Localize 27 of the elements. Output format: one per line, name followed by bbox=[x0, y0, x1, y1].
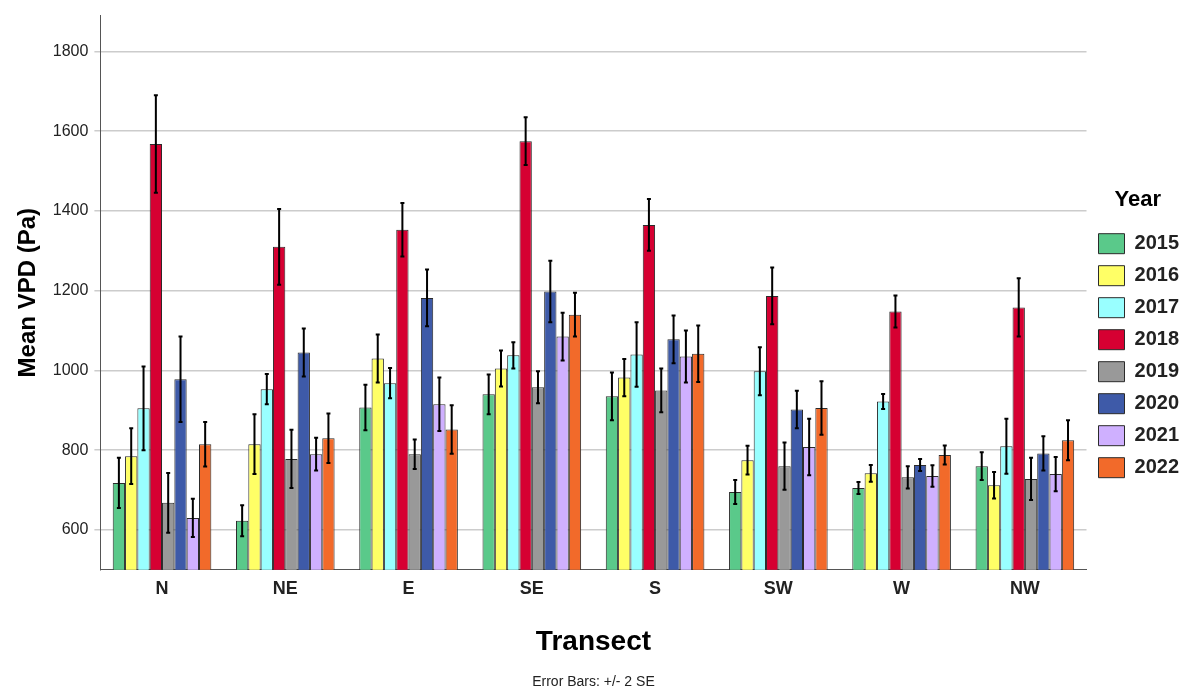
x-tick-label: SE bbox=[519, 577, 544, 598]
legend-label: 2021 bbox=[1134, 423, 1180, 446]
x-tick-label: W bbox=[893, 577, 911, 598]
x-tick-label: S bbox=[649, 577, 662, 598]
legend-title: Year bbox=[1114, 186, 1162, 212]
legend-label: 2018 bbox=[1134, 327, 1180, 350]
y-tick-label: 1400 bbox=[52, 201, 89, 219]
legend-label: 2017 bbox=[1134, 295, 1180, 318]
y-tick-label: 1000 bbox=[52, 360, 89, 378]
x-tick-label: SW bbox=[763, 577, 793, 598]
y-tick-label: 1200 bbox=[52, 281, 89, 299]
text: Error Bars: +/- 2 SE bbox=[532, 672, 655, 689]
legend-label: 2020 bbox=[1134, 391, 1180, 414]
y-axis-title: Mean VPD (Pa) bbox=[13, 208, 41, 378]
y-tick-label: 800 bbox=[61, 440, 89, 458]
x-tick-label: E bbox=[402, 577, 415, 598]
x-axis-title: Transect bbox=[535, 624, 652, 656]
legend-label: 2016 bbox=[1134, 263, 1180, 286]
y-tick-label: 1800 bbox=[52, 41, 89, 59]
legend-label: 2015 bbox=[1134, 231, 1180, 254]
legend-label: 2022 bbox=[1134, 455, 1180, 478]
x-tick-label: N bbox=[155, 577, 169, 598]
x-tick-label: NW bbox=[1009, 577, 1040, 598]
y-tick-label: 1600 bbox=[52, 121, 89, 139]
y-tick-label: 600 bbox=[61, 520, 89, 538]
x-tick-label: NE bbox=[272, 577, 298, 598]
legend-label: 2019 bbox=[1134, 359, 1180, 382]
